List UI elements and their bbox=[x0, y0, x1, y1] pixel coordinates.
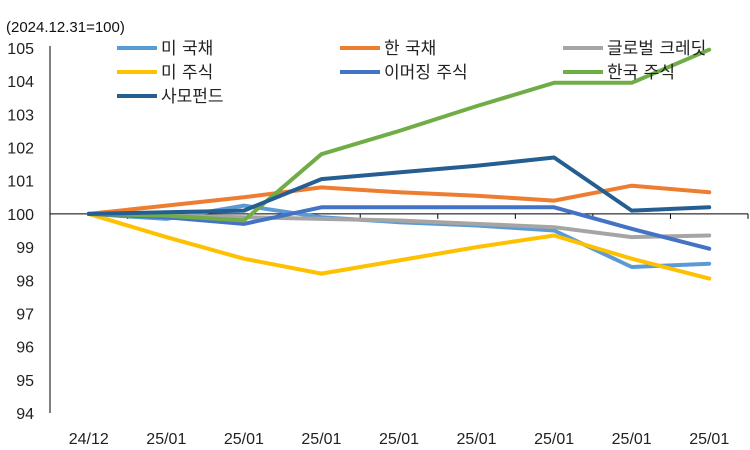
y-tick-label: 97 bbox=[16, 306, 34, 323]
x-axis-ticks: 24/12 25/01 25/01 25/01 25/01 25/01 25/01 25/01… bbox=[69, 431, 730, 448]
legend-label: 한 국채 bbox=[384, 39, 436, 59]
y-axis-ticks: 94 95 96 97 98 99 100 101 102 103 104 105 bbox=[7, 41, 34, 423]
x-tick-label: 25/01 bbox=[534, 431, 574, 448]
legend-label: 글로벌 크레딧 bbox=[607, 39, 706, 59]
y-tick-label: 98 bbox=[16, 273, 34, 290]
legend-label: 사모펀드 bbox=[161, 87, 224, 107]
legend-label: 한국 주식 bbox=[607, 63, 675, 83]
x-tick-label: 25/01 bbox=[689, 431, 729, 448]
y-tick-label: 94 bbox=[16, 406, 34, 423]
series-line-5 bbox=[86, 47, 712, 223]
y-tick-label: 96 bbox=[16, 340, 34, 357]
x-tick-label: 25/01 bbox=[224, 431, 264, 448]
y-tick-label: 99 bbox=[16, 240, 34, 257]
axes bbox=[49, 46, 749, 413]
y-tick-label: 101 bbox=[7, 174, 34, 191]
legend-label: 미 국채 bbox=[161, 39, 213, 59]
series-line-6 bbox=[86, 155, 712, 216]
y-tick-label: 102 bbox=[7, 141, 34, 158]
y-tick-label: 95 bbox=[16, 373, 34, 390]
y-tick-label: 100 bbox=[7, 207, 34, 224]
x-tick-label: 25/01 bbox=[146, 431, 186, 448]
x-tick-label: 25/01 bbox=[379, 431, 419, 448]
x-tick-label: 25/01 bbox=[301, 431, 341, 448]
unit-label: (2024.12.31=100) bbox=[6, 19, 125, 36]
y-tick-label: 104 bbox=[7, 74, 34, 91]
x-tick-label: 24/12 bbox=[69, 431, 109, 448]
series-line-3 bbox=[86, 211, 712, 281]
legend-label: 미 주식 bbox=[161, 63, 213, 83]
x-tick-label: 25/01 bbox=[457, 431, 497, 448]
legend-label: 이머징 주식 bbox=[384, 63, 468, 83]
y-tick-label: 105 bbox=[7, 41, 34, 58]
y-tick-label: 103 bbox=[7, 107, 34, 124]
x-tick-label: 25/01 bbox=[612, 431, 652, 448]
series-line-4 bbox=[86, 205, 712, 251]
series-group bbox=[86, 47, 712, 281]
